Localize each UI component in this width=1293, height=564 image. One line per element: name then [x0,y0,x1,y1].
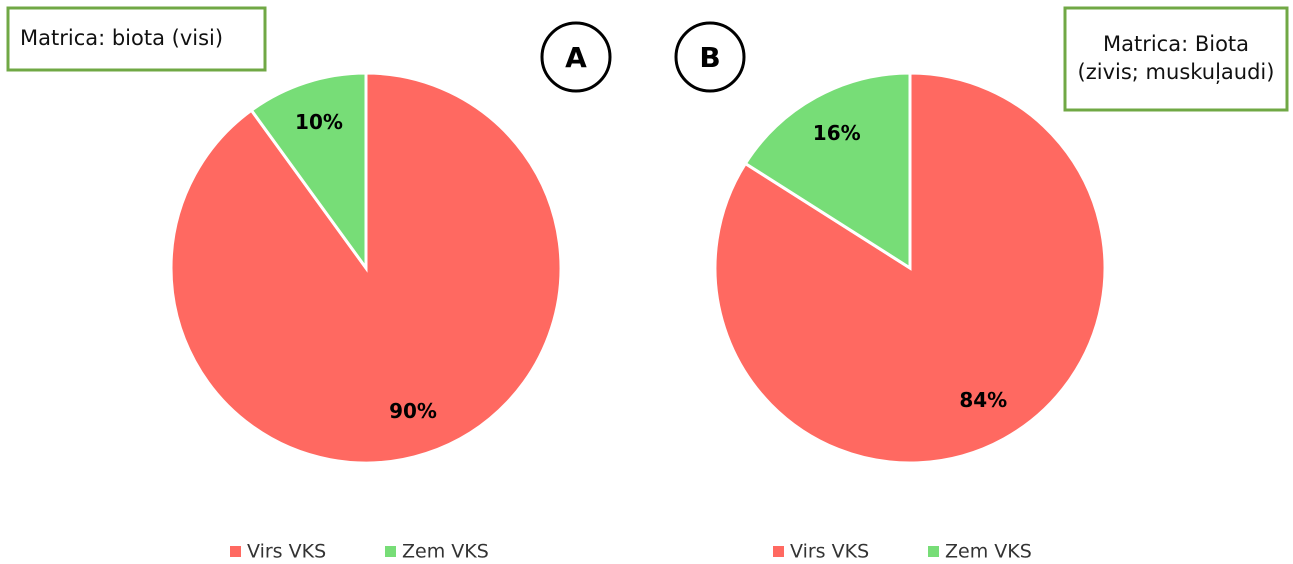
legend-swatch [928,546,939,557]
legend-swatch [773,546,784,557]
panel-circle [674,21,746,93]
pie-slice [743,71,912,271]
data-label: 90% [389,399,437,423]
panel-circle [540,21,612,93]
data-label: 16% [813,121,861,145]
pie-slice [249,71,368,273]
legend-swatch [385,546,396,557]
panel-letter: A [565,41,587,74]
legend-label: Virs VKS [247,541,326,563]
annotation-box [1063,6,1289,112]
annotation-box [6,6,267,72]
legend-label: Zem VKS [402,541,489,563]
legend-label: Virs VKS [790,541,869,563]
annotation: Matrica: Biota [1103,32,1249,56]
data-label: 10% [295,110,343,134]
legend-swatch [230,546,241,557]
data-label: 84% [959,388,1007,412]
panel-letter: B [699,41,720,74]
legend-label: Zem VKS [945,541,1032,563]
annotation: Matrica: biota (visi) [20,26,223,50]
annotation: (zivis; muskuļaudi) [1078,60,1275,84]
